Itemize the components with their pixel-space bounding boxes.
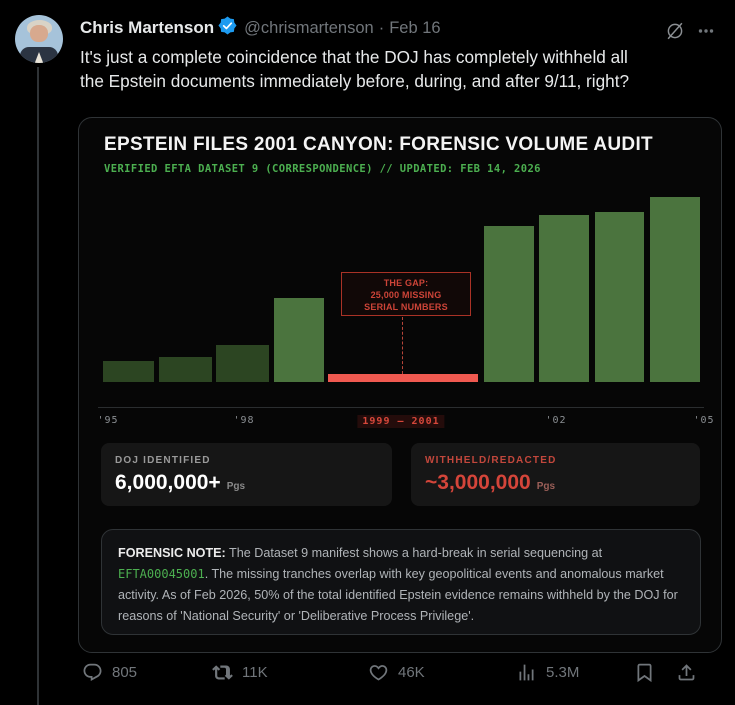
- display-name[interactable]: Chris Martenson: [80, 18, 215, 37]
- bar-04: [595, 212, 644, 382]
- like-button[interactable]: 46K: [368, 662, 425, 683]
- share-button[interactable]: [676, 662, 697, 683]
- axis-tick: '95: [97, 415, 119, 426]
- reply-icon: [83, 663, 102, 681]
- timestamp[interactable]: Feb 16: [389, 18, 441, 37]
- grok-icon[interactable]: [664, 20, 686, 47]
- bar-95: [103, 361, 154, 382]
- axis-tick: '98: [233, 415, 255, 426]
- bar-97: [216, 345, 269, 382]
- like-icon: [369, 665, 388, 681]
- tweet-text-line: the Epstein documents immediately before…: [80, 71, 630, 91]
- chart-subtitle: VERIFIED EFTA DATASET 9 (CORRESPONDENCE)…: [104, 163, 541, 175]
- verified-badge-icon: [218, 16, 237, 40]
- chart-card[interactable]: EPSTEIN FILES 2001 CANYON: FORENSIC VOLU…: [78, 117, 722, 653]
- avatar-face: [30, 25, 48, 42]
- stat-label: WITHHELD/REDACTED: [425, 455, 557, 466]
- share-icon: [678, 664, 695, 681]
- bar-chart: THE GAP: 25,000 MISSING SERIAL NUMBERS '…: [79, 118, 721, 652]
- axis-tick: 1999 – 2001: [357, 415, 445, 428]
- bookmark-icon: [637, 663, 652, 683]
- gap-annotation-line: 25,000 MISSING: [370, 290, 442, 300]
- views-count: 5.3M: [546, 664, 580, 681]
- reply-button[interactable]: 805: [82, 662, 137, 683]
- engagement-bar: 805 11K 46K 5.3M: [0, 662, 735, 702]
- forensic-note: FORENSIC NOTE: The Dataset 9 manifest sh…: [101, 529, 701, 635]
- repost-button[interactable]: 11K: [212, 662, 268, 683]
- bar-03: [539, 215, 589, 382]
- more-icon[interactable]: [696, 21, 716, 46]
- stat-label: DOJ IDENTIFIED: [115, 455, 211, 466]
- chart-title: EPSTEIN FILES 2001 CANYON: FORENSIC VOLU…: [104, 134, 653, 155]
- repost-count: 11K: [242, 664, 268, 681]
- gap-annotation-line: THE GAP:: [383, 278, 429, 288]
- gap-dashed-line: [402, 317, 403, 374]
- forensic-note-label: FORENSIC NOTE:: [118, 546, 226, 560]
- views-button[interactable]: 5.3M: [516, 662, 579, 683]
- forensic-note-code: EFTA00045001: [118, 567, 205, 582]
- stat-unit: Pgs: [226, 481, 246, 492]
- axis-tick: '02: [545, 415, 567, 426]
- tweet-text-line: It's just a complete coincidence that th…: [80, 47, 628, 67]
- separator-dot: ·: [378, 18, 385, 37]
- gap-annotation-line: SERIAL NUMBERS: [364, 302, 448, 312]
- bookmark-button[interactable]: [634, 662, 655, 683]
- axis-tick: '05: [693, 415, 715, 426]
- bar-05: [650, 197, 700, 382]
- handle[interactable]: @chrismartenson: [244, 18, 374, 37]
- stat-value: 6,000,000+: [115, 471, 221, 494]
- bar-96: [159, 357, 212, 382]
- forensic-note-text: . The missing tranches overlap with key …: [118, 567, 678, 624]
- stat-value: ~3,000,000: [425, 471, 531, 494]
- stat-unit: Pgs: [536, 481, 556, 492]
- avatar-shirt: [34, 52, 44, 63]
- avatar[interactable]: [15, 15, 63, 63]
- bar-98: [274, 298, 324, 382]
- repost-icon: [212, 665, 233, 680]
- forensic-note-text: The Dataset 9 manifest shows a hard-brea…: [225, 546, 603, 560]
- thread-line: [37, 67, 39, 705]
- like-count: 46K: [398, 664, 425, 681]
- tweet-header: Chris Martenson @chrismartenson · Feb 16: [80, 16, 441, 40]
- tweet-text: It's just a complete coincidence that th…: [80, 45, 732, 93]
- bar-02: [484, 226, 534, 382]
- gap-highlight-bar: [328, 374, 478, 382]
- x-axis-line: [98, 407, 704, 408]
- gap-annotation: THE GAP: 25,000 MISSING SERIAL NUMBERS: [341, 272, 471, 316]
- stat-doj-identified: DOJ IDENTIFIED 6,000,000+ Pgs: [101, 443, 392, 506]
- views-icon: [519, 664, 534, 681]
- reply-count: 805: [112, 664, 138, 681]
- stat-withheld-redacted: WITHHELD/REDACTED ~3,000,000 Pgs: [411, 443, 700, 506]
